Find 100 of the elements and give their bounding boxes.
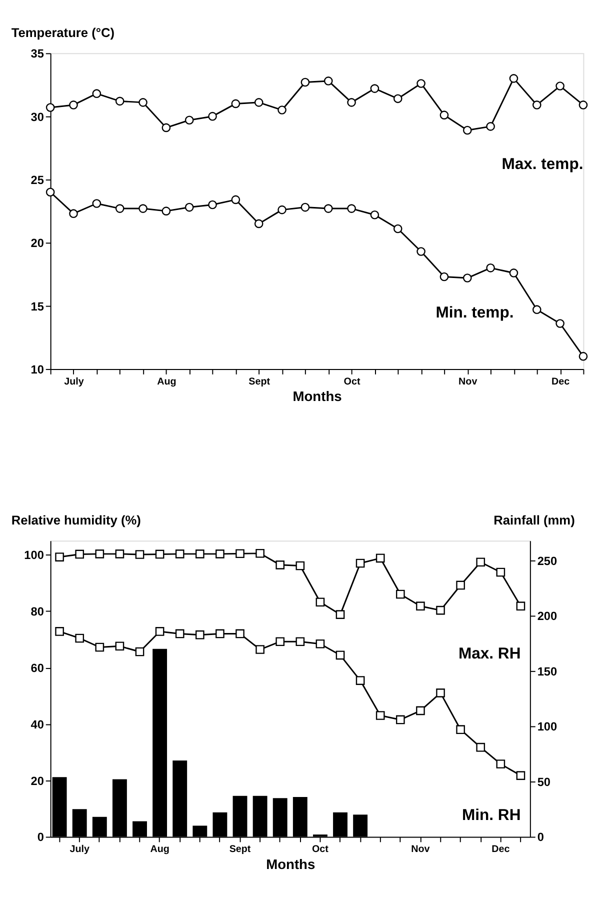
y-tick-label: 80 [30,604,44,619]
point [476,558,486,567]
point [416,247,426,256]
point [276,637,285,646]
x-tick-label: July [64,376,84,388]
x-tick-label: Oct [344,376,361,388]
x-axis-title: Months [292,388,342,404]
text: Max. RH [458,645,521,662]
y-tick-label: 15 [30,299,44,314]
point [578,100,588,110]
point [356,558,365,568]
point [336,610,345,619]
point [256,645,264,654]
point [276,560,285,570]
point [55,627,64,636]
point [532,100,542,110]
point [138,204,148,213]
point [336,650,345,660]
point [69,209,78,218]
point [208,112,217,121]
point [347,98,356,107]
point [75,634,84,643]
point [115,550,124,558]
point [496,760,506,768]
point [324,76,333,86]
point [115,96,124,106]
point [416,602,425,611]
x-tick-label: Dec [552,376,570,388]
point [138,98,148,107]
y-tick-label: 20 [30,236,44,250]
point [347,204,356,213]
point [216,629,224,638]
y-tick-label: 30 [30,110,44,124]
point [516,602,526,611]
point [486,122,495,131]
point [155,550,164,559]
point [92,89,102,98]
x-tick-label: Sept [248,376,271,388]
point [46,103,55,112]
point [216,550,224,558]
point [440,110,449,120]
point [532,305,542,314]
point [496,568,506,577]
y2-axis-title: Rainfall (mm) [494,512,575,528]
point [393,94,402,104]
point [175,629,184,638]
point [175,550,184,558]
point [509,268,518,278]
point [300,202,310,212]
point [208,200,217,210]
point [476,742,486,752]
point [69,100,78,110]
point [46,188,55,197]
y-tick-label: 0 [37,830,44,844]
point [162,206,171,216]
point [416,79,426,88]
point [195,550,204,558]
point [155,627,164,636]
y-tick-label: 20 [30,774,44,788]
y-tick-label: 100 [24,548,44,562]
point [436,606,445,615]
point [162,123,171,132]
y2-tick-label: 50 [537,774,551,789]
point [486,264,495,272]
point [416,706,425,716]
point [55,552,64,562]
point [440,272,449,282]
point [396,590,405,599]
point [236,549,244,558]
point [396,715,405,724]
point [278,205,286,214]
point [370,210,380,220]
x-tick-label: Oct [312,844,330,856]
y-tick-label: 35 [30,46,44,61]
series-label: Min. temp. [436,304,514,322]
y-tick-label: 25 [30,172,44,187]
point [316,598,325,607]
x-tick-label: Aug [150,844,170,856]
point [376,554,385,563]
series-label: Min. RH [462,806,521,824]
x-tick-label: Nov [458,376,478,388]
point [556,82,564,90]
point [509,74,518,83]
y2-tick-label: 100 [537,720,558,734]
x-tick-label: Sept [229,844,252,856]
x-tick-label: Nov [411,844,430,856]
point [95,642,104,652]
point [115,204,124,213]
point [231,99,240,108]
point [462,126,472,135]
point [254,98,264,107]
point [296,637,305,646]
point [376,711,385,720]
y2-tick-label: 250 [537,554,558,568]
y-tick-label: 10 [30,362,44,376]
point [578,352,588,361]
y-axis-title: Relative humidity (%) [11,512,141,528]
y2-tick-label: 200 [537,609,558,624]
point [436,688,445,698]
point [556,319,564,328]
